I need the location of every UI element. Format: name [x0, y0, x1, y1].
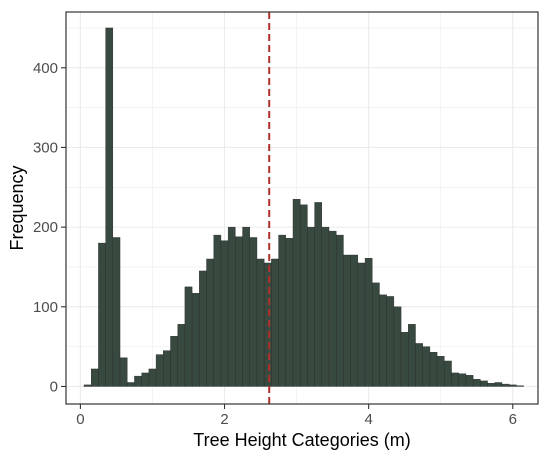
histogram-bar: [199, 270, 207, 387]
histogram-bar: [408, 324, 416, 387]
histogram-bar: [393, 306, 402, 387]
y-axis-ticks: 0 100 200 300 400: [33, 60, 66, 395]
histogram-bar: [350, 254, 359, 387]
histogram-bar: [436, 355, 445, 387]
histogram-bar: [155, 354, 164, 387]
histogram-bar: [206, 258, 214, 387]
histogram-bar: [242, 226, 250, 387]
histogram-bar: [494, 382, 503, 387]
histogram-bar: [364, 257, 373, 387]
histogram-bar: [134, 375, 142, 387]
histogram-bar: [314, 202, 323, 387]
histogram-bar: [184, 286, 193, 387]
histogram-bar: [372, 282, 380, 387]
histogram-bar: [379, 294, 387, 387]
histogram-bar: [501, 383, 510, 387]
x-tick-label: 4: [364, 411, 372, 428]
histogram-bar: [170, 336, 178, 387]
histogram-bar: [98, 242, 106, 387]
x-tick-label: 2: [220, 411, 228, 428]
histogram-bar: [83, 384, 92, 387]
histogram-bar: [278, 234, 286, 387]
histogram-bar: [177, 324, 186, 387]
histogram-bar: [127, 382, 135, 387]
histogram-bar: [163, 350, 171, 387]
histogram-bar: [227, 226, 236, 387]
histogram-bar: [444, 360, 452, 387]
histogram-bar: [429, 352, 438, 387]
histogram-bar: [148, 368, 157, 387]
histogram-bar: [400, 332, 409, 387]
y-axis-title: Frequency: [7, 165, 27, 250]
histogram-bar: [105, 27, 114, 387]
x-tick-label: 6: [509, 411, 517, 428]
histogram-bar: [465, 375, 474, 387]
histogram-bar: [191, 293, 200, 387]
histogram-bar: [516, 385, 524, 387]
histogram-bar: [292, 199, 301, 387]
histogram-bar: [472, 379, 481, 387]
histogram-bar: [415, 343, 423, 387]
histogram-bar: [357, 262, 366, 387]
histogram-bar: [328, 230, 337, 387]
histogram-bar: [220, 240, 229, 387]
histogram-bar: [422, 346, 431, 387]
y-tick-label: 100: [33, 299, 58, 316]
x-tick-label: 0: [76, 411, 84, 428]
histogram-bar: [235, 236, 243, 387]
histogram-bar: [299, 204, 308, 387]
y-tick-label: 200: [33, 219, 58, 236]
y-tick-label: 0: [50, 378, 58, 395]
histogram-bar: [249, 237, 258, 387]
histogram-bar: [271, 258, 279, 387]
histogram-bar: [343, 254, 351, 387]
histogram-bar: [458, 373, 467, 387]
y-tick-label: 300: [33, 139, 58, 156]
histogram-bars: [83, 27, 524, 387]
histogram-bar: [112, 237, 121, 387]
y-tick-label: 400: [33, 60, 58, 77]
histogram-bar: [386, 296, 395, 387]
histogram-bar: [256, 258, 265, 387]
histogram-bar: [91, 368, 99, 387]
plot-border: [65, 11, 539, 405]
histogram-bar: [321, 226, 330, 387]
histogram-bar: [263, 262, 272, 387]
histogram-bar: [141, 372, 150, 387]
histogram-bar: [119, 357, 128, 387]
histogram-bar: [451, 372, 459, 387]
histogram-bar: [336, 234, 344, 387]
x-axis-title: Tree Height Categories (m): [193, 430, 410, 450]
histogram-bar: [487, 383, 495, 387]
histogram-bar: [307, 226, 315, 387]
histogram-bar: [508, 384, 517, 387]
histogram-bar: [285, 238, 294, 387]
histogram-bar: [480, 380, 488, 387]
x-axis-ticks: 0 2 4 6: [76, 404, 517, 428]
histogram-bar: [213, 234, 222, 387]
